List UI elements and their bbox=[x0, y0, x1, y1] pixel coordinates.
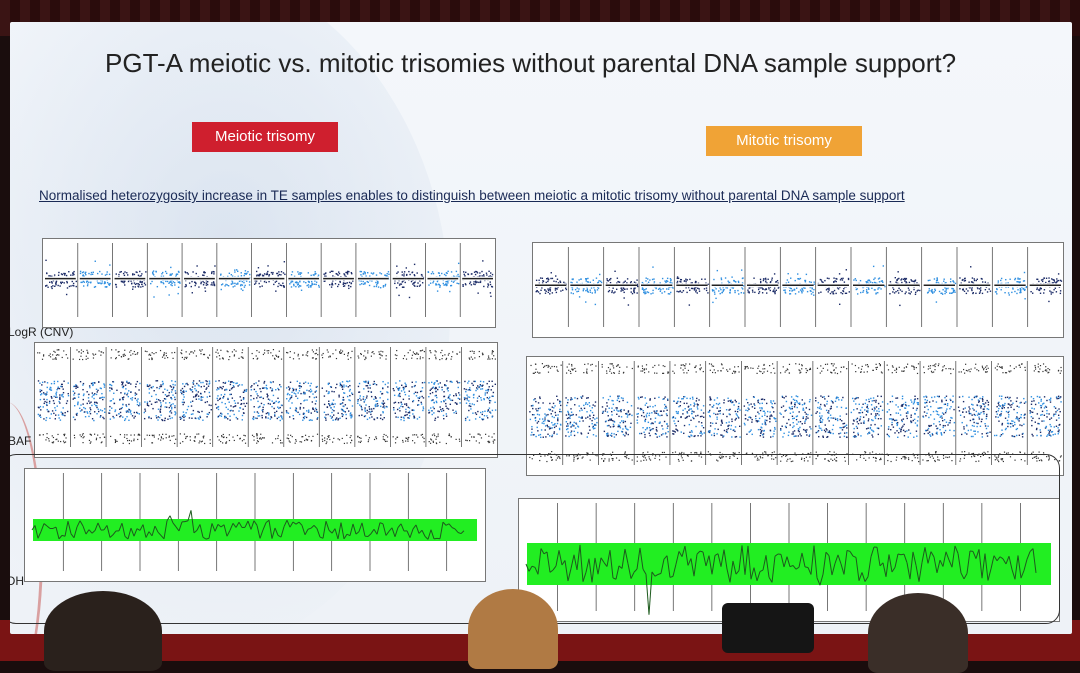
plot-graphic bbox=[533, 243, 1063, 337]
slide-subtitle: Normalised heterozygosity increase in TE… bbox=[39, 188, 1029, 204]
logr-plot-right bbox=[532, 242, 1064, 338]
slide: PGT-A meiotic vs. mitotic trisomies with… bbox=[10, 22, 1072, 634]
audience bbox=[0, 621, 1080, 661]
camera-device bbox=[722, 603, 814, 653]
slide-title: PGT-A meiotic vs. mitotic trisomies with… bbox=[105, 48, 1035, 79]
meiotic-badge: Meiotic trisomy bbox=[192, 122, 338, 152]
mitotic-badge: Mitotic trisomy bbox=[706, 126, 862, 156]
audience-head bbox=[44, 591, 162, 671]
logr-plot-left bbox=[42, 238, 496, 328]
baf-plot-left bbox=[34, 342, 498, 458]
plot-graphic bbox=[35, 343, 497, 457]
baf-label: BAF bbox=[10, 434, 31, 448]
plot-graphic bbox=[43, 239, 495, 327]
audience-head bbox=[468, 589, 558, 669]
audience-head bbox=[868, 593, 968, 673]
